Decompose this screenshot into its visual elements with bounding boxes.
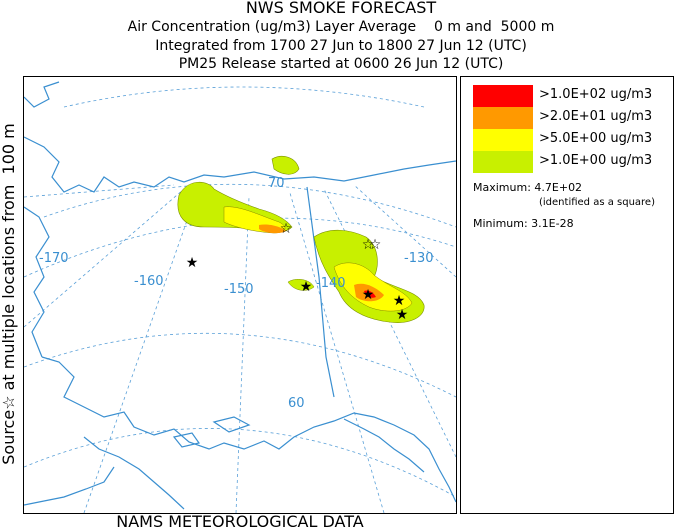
page-title: NWS SMOKE FORECAST — [245, 0, 437, 17]
parallel-line — [24, 428, 456, 498]
legend-row-4: >1.0E+00 ug/m3 — [473, 151, 669, 173]
peninsula-coastline — [83, 436, 185, 510]
meridian-line — [24, 188, 185, 328]
legend-swatch-green — [473, 151, 533, 173]
legend-row-3: >5.0E+00 ug/m3 — [473, 129, 669, 151]
source-star-icon: ☆ — [369, 237, 382, 253]
subtitle-release-start: PM25 Release started at 0600 26 Jun 12 (… — [178, 56, 504, 72]
legend-maximum: Maximum: 4.7E+02 — [473, 181, 583, 194]
source-side-label: Source☆ at multiple locations from 100 m — [0, 123, 18, 465]
legend-swatch-orange — [473, 107, 533, 129]
plume-yellow-east — [333, 262, 413, 312]
panhandle-coastline — [343, 418, 425, 473]
source-star-icon: ★ — [393, 293, 406, 309]
smoke-map-svg: ★ ☆ ★ ☆ ☆ ★ ★ ★ -170 -160 -150 -140 -130… — [24, 81, 456, 513]
source-markers: ★ ☆ ★ ☆ ☆ ★ ★ ★ — [186, 221, 409, 323]
border-line — [306, 186, 335, 398]
parallel-line — [43, 183, 456, 228]
meridian-line — [289, 192, 385, 513]
meridian-line — [235, 196, 250, 513]
coastline — [24, 81, 456, 510]
source-star-icon: ☆ — [362, 237, 375, 253]
lon-label-150: -150 — [224, 282, 254, 297]
source-star-icon: ★ — [300, 279, 313, 295]
meridian-line — [83, 194, 197, 513]
subtitle-concentration: Air Concentration (ug/m3) Layer Average … — [127, 19, 555, 35]
lon-label-140: -140 — [316, 276, 346, 291]
smoke-plumes — [177, 156, 425, 323]
legend-swatch-yellow — [473, 129, 533, 151]
subtitle-integration-period: Integrated from 1700 27 Jun to 1800 27 J… — [155, 38, 527, 54]
plume-green-small — [271, 156, 300, 175]
graticule — [24, 86, 456, 513]
legend-row-2: >2.0E+01 ug/m3 — [473, 107, 669, 129]
smoke-map: ★ ☆ ★ ☆ ☆ ★ ★ ★ -170 -160 -150 -140 -130… — [23, 76, 457, 514]
west-coastline — [24, 206, 50, 358]
arctic-coastline — [24, 136, 456, 193]
legend-label-1: >1.0E+02 ug/m3 — [539, 87, 653, 102]
source-star-icon: ★ — [186, 255, 199, 271]
parallel-line — [63, 86, 425, 108]
legend-label-3: >5.0E+00 ug/m3 — [539, 131, 653, 146]
lon-label-130: -130 — [404, 251, 434, 266]
legend-label-2: >2.0E+01 ug/m3 — [539, 109, 653, 124]
source-star-icon: ☆ — [280, 221, 293, 237]
legend-label-4: >1.0E+00 ug/m3 — [539, 153, 653, 168]
source-star-icon: ★ — [362, 287, 375, 303]
island-outline — [212, 416, 251, 433]
meridian-line — [24, 184, 175, 198]
source-star-icon: ★ — [396, 307, 409, 323]
plume-green-mid — [287, 279, 315, 291]
lat-label-60: 60 — [288, 396, 305, 411]
meridian-line — [353, 184, 456, 278]
plume-red-east — [364, 290, 376, 298]
lon-label-170: -170 — [39, 251, 69, 266]
aleutian-coastline — [24, 466, 115, 506]
coastline-segment — [24, 81, 60, 108]
legend-panel: >1.0E+02 ug/m3 >2.0E+01 ug/m3 >5.0E+00 u… — [460, 76, 674, 514]
lon-label-160: -160 — [134, 274, 164, 289]
south-coastline — [41, 356, 456, 503]
island-outline — [172, 432, 200, 448]
legend-maximum-note: (identified as a square) — [539, 197, 655, 208]
legend-swatch-red — [473, 85, 533, 107]
footer-data-source: NAMS METEOROLOGICAL DATA — [116, 512, 364, 531]
plume-orange-north — [259, 224, 286, 234]
lat-label-70: 70 — [268, 176, 285, 191]
parallel-line — [24, 332, 456, 398]
legend-minimum: Minimum: 3.1E-28 — [473, 217, 574, 230]
legend-row-1: >1.0E+02 ug/m3 — [473, 85, 669, 107]
